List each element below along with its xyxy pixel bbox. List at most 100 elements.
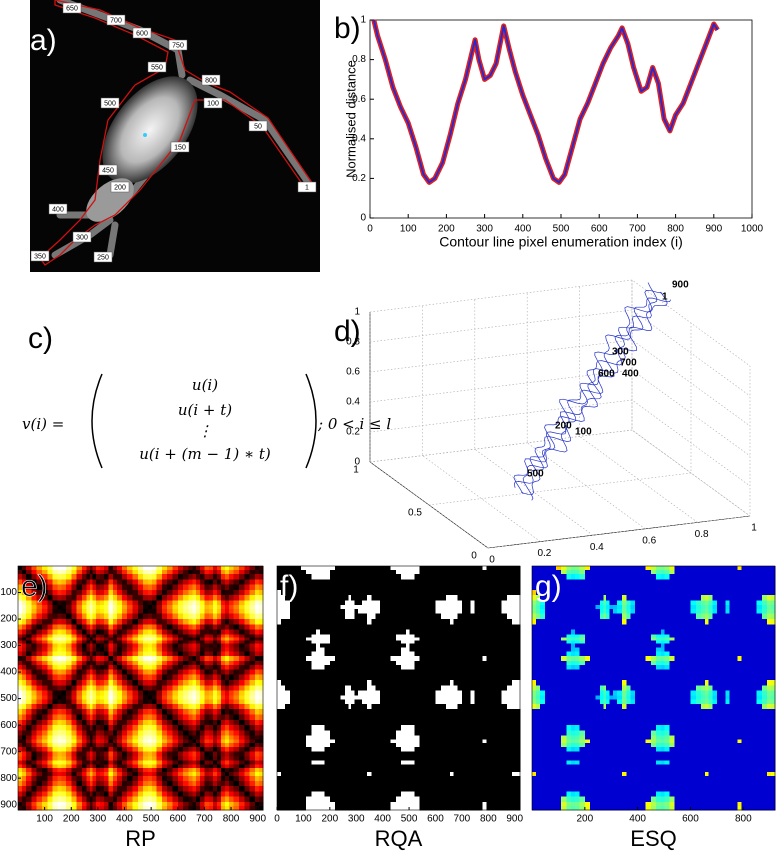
cell [31, 714, 38, 721]
cell [490, 579, 497, 586]
cell [409, 680, 415, 686]
cell [213, 647, 218, 653]
cell [76, 776, 83, 782]
cell [147, 647, 153, 653]
cell [453, 613, 458, 620]
cell [52, 739, 58, 744]
cell [461, 629, 468, 635]
cell [419, 589, 426, 596]
cell [18, 664, 23, 670]
cell [255, 637, 260, 641]
cell [324, 714, 331, 721]
cell [225, 669, 230, 676]
cell [348, 643, 352, 649]
cell [280, 709, 286, 716]
cell [121, 674, 128, 681]
cell [474, 634, 479, 639]
cell [209, 589, 214, 596]
cell [143, 573, 149, 580]
cell [113, 772, 118, 777]
cell [486, 605, 492, 610]
cell [233, 768, 240, 773]
cell [177, 566, 184, 571]
cell [430, 690, 436, 696]
cell [424, 725, 431, 731]
cell [92, 756, 97, 761]
cell [290, 634, 296, 639]
cell [324, 643, 331, 649]
cell [358, 637, 363, 641]
cell [71, 589, 78, 596]
cell [89, 730, 94, 737]
cell [156, 703, 163, 710]
cell [259, 743, 264, 748]
cell [221, 634, 226, 639]
cell [99, 743, 105, 748]
cell [132, 651, 139, 657]
cell [31, 719, 38, 726]
cell [329, 714, 336, 721]
cell [482, 703, 487, 710]
cell [315, 660, 321, 666]
cell [108, 796, 114, 803]
cell [348, 609, 352, 615]
cell [414, 569, 421, 575]
cell [213, 780, 218, 787]
cell [25, 791, 32, 798]
cell [329, 605, 336, 610]
cell [380, 735, 386, 741]
cell [188, 674, 193, 681]
cell [345, 589, 349, 596]
cell [117, 768, 123, 773]
cell [167, 573, 173, 580]
cell [21, 796, 27, 803]
cell [99, 695, 105, 700]
cell [121, 730, 128, 737]
cell [217, 735, 222, 741]
cell [385, 609, 392, 615]
cell [358, 613, 363, 620]
cell [151, 595, 157, 601]
cell [52, 703, 58, 710]
cell [496, 600, 503, 606]
cell [76, 664, 83, 670]
cell [512, 730, 517, 737]
cell [71, 760, 78, 765]
cell [440, 709, 447, 716]
cell [172, 669, 179, 676]
cell [204, 619, 210, 625]
cell [362, 669, 368, 676]
cell [450, 690, 454, 696]
cell [221, 690, 226, 696]
cell [375, 714, 381, 721]
cell [217, 566, 222, 571]
cell [151, 796, 157, 803]
cell [371, 690, 376, 696]
cell [132, 747, 139, 753]
cell [221, 629, 226, 635]
cell [424, 629, 431, 635]
cell [61, 609, 67, 615]
cell [177, 600, 184, 606]
cell [99, 664, 105, 670]
cell [277, 730, 282, 737]
cell [71, 690, 78, 696]
cell [209, 760, 214, 765]
cell [25, 664, 32, 670]
cell [395, 643, 402, 649]
cell [195, 735, 201, 741]
cell [204, 579, 210, 586]
cell [113, 619, 118, 625]
cell [127, 751, 134, 757]
cell [380, 699, 386, 705]
cell [52, 589, 58, 596]
cell [461, 660, 468, 666]
cell [319, 624, 326, 631]
cell [108, 751, 114, 757]
cell [284, 739, 291, 744]
cell [199, 725, 205, 731]
cell [446, 634, 451, 639]
cell [466, 589, 471, 596]
cell [430, 735, 436, 741]
cell [516, 624, 521, 631]
